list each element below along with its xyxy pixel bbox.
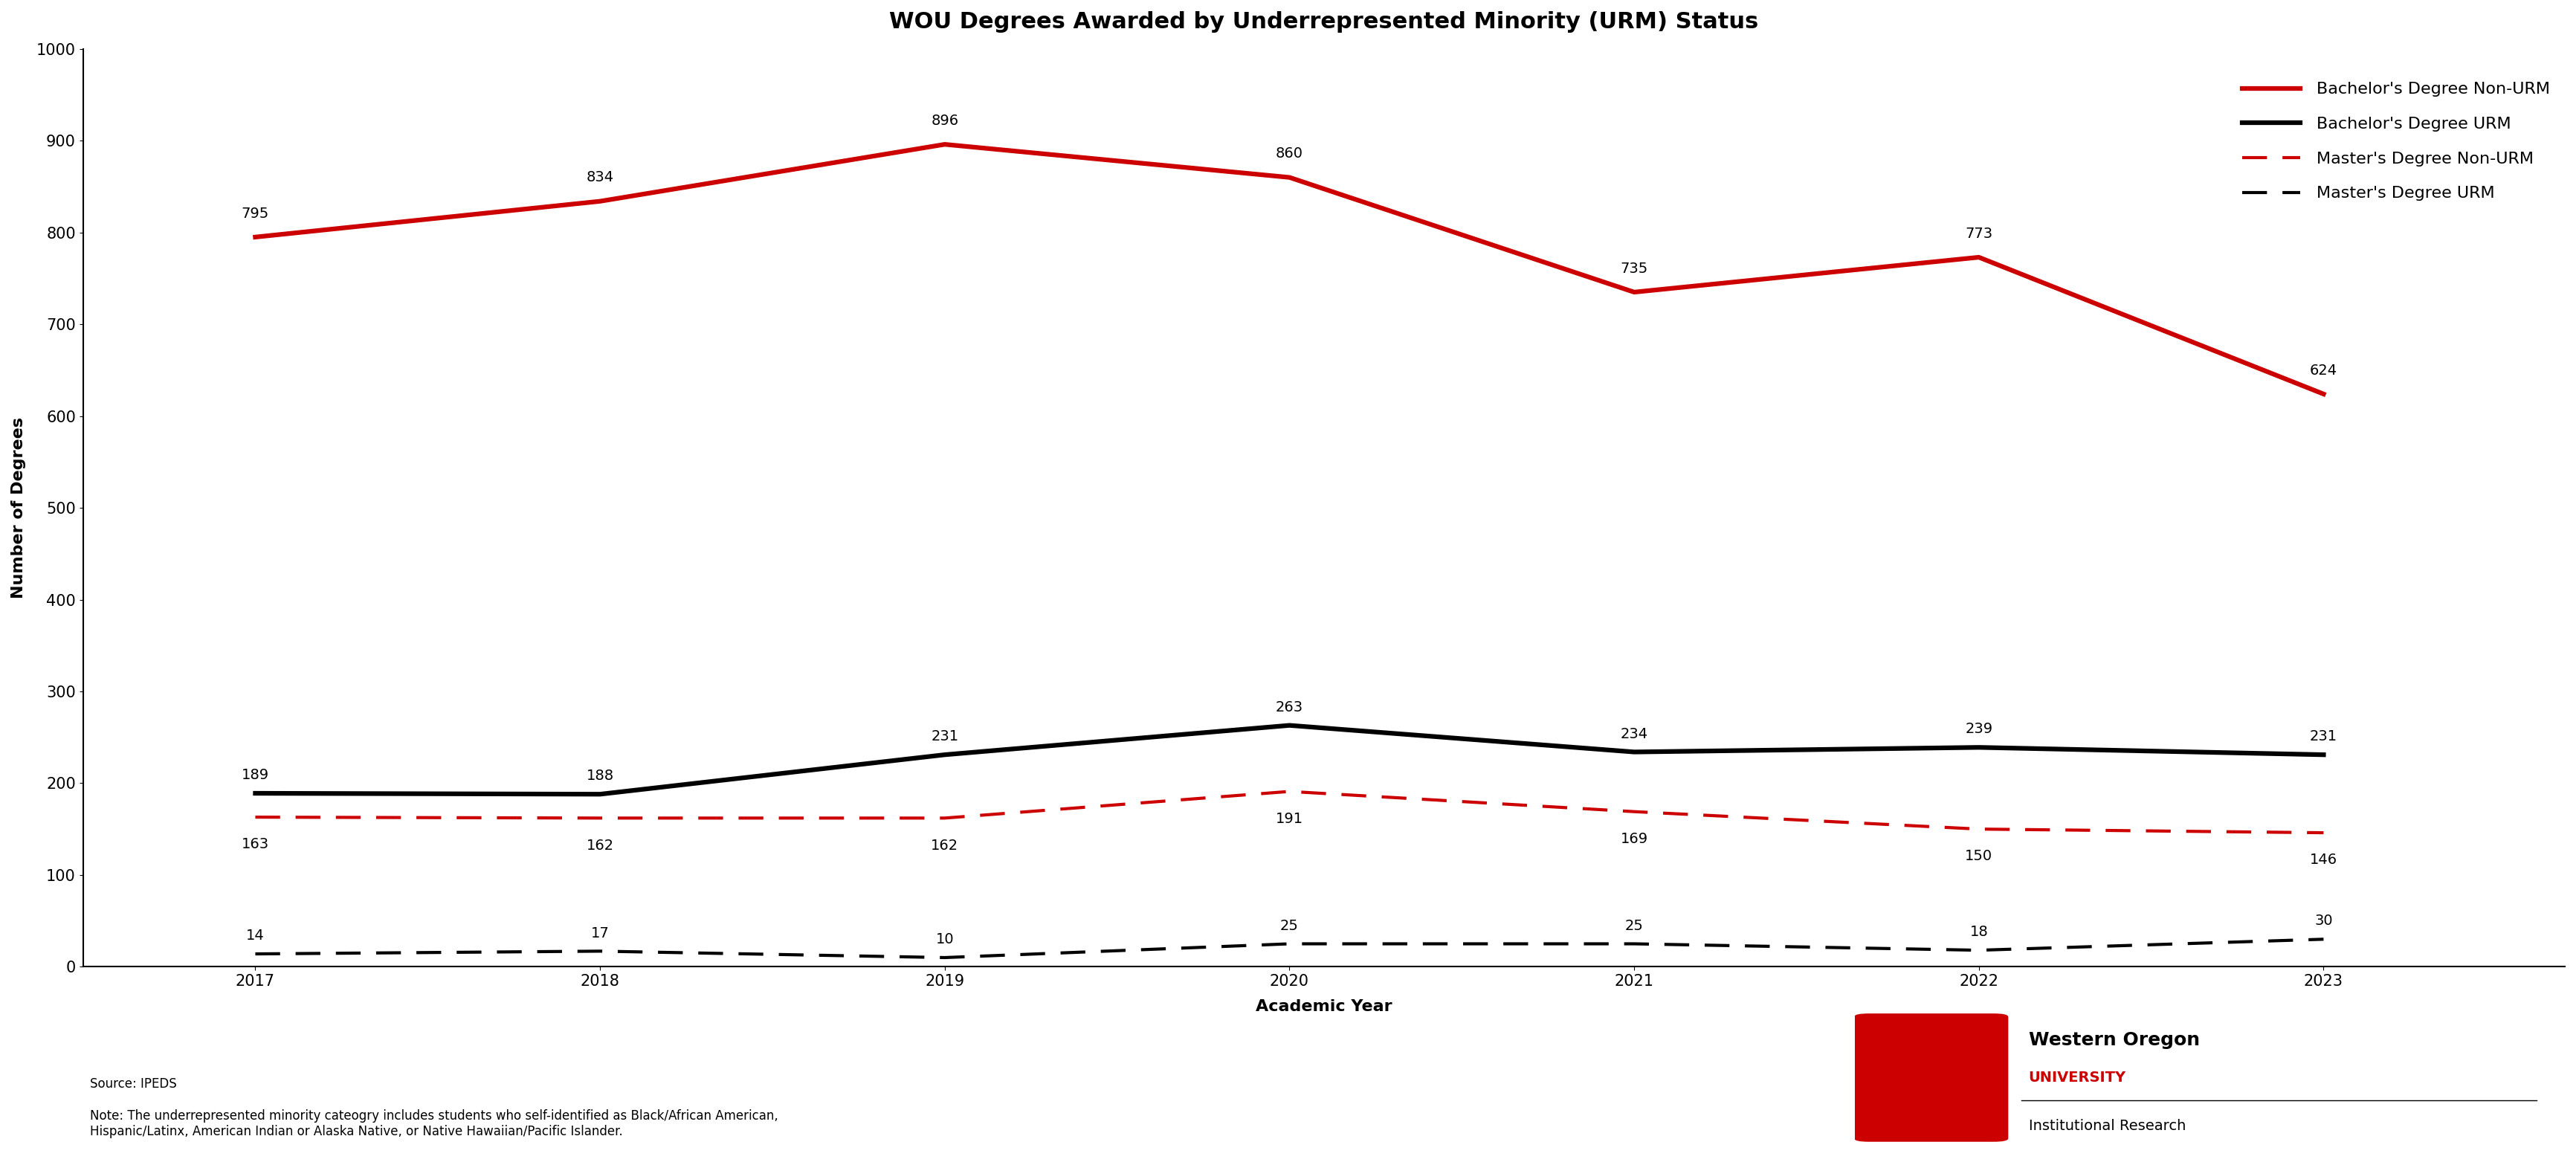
- Text: 162: 162: [930, 839, 958, 853]
- Text: 14: 14: [247, 929, 265, 942]
- Text: 231: 231: [930, 729, 958, 743]
- Text: Institutional Research: Institutional Research: [2030, 1120, 2187, 1134]
- Y-axis label: Number of Degrees: Number of Degrees: [10, 417, 26, 599]
- Text: 17: 17: [590, 926, 611, 940]
- Text: 169: 169: [1620, 832, 1649, 846]
- Text: 234: 234: [1620, 727, 1649, 741]
- Text: 231: 231: [2311, 729, 2336, 743]
- Text: 25: 25: [1625, 919, 1643, 933]
- Legend: Bachelor's Degree Non-URM, Bachelor's Degree URM, Master's Degree Non-URM, Maste: Bachelor's Degree Non-URM, Bachelor's De…: [2236, 76, 2555, 207]
- Text: 896: 896: [930, 114, 958, 128]
- Text: 10: 10: [935, 932, 953, 947]
- Text: Source: IPEDS: Source: IPEDS: [90, 1078, 178, 1090]
- Text: 188: 188: [587, 769, 613, 783]
- Text: 146: 146: [2311, 853, 2336, 867]
- Text: UNIVERSITY: UNIVERSITY: [2030, 1071, 2125, 1085]
- Text: Western Oregon: Western Oregon: [2030, 1031, 2200, 1048]
- Text: 189: 189: [242, 768, 268, 782]
- Text: 162: 162: [587, 839, 613, 853]
- X-axis label: Academic Year: Academic Year: [1255, 1000, 1391, 1014]
- Text: 150: 150: [1965, 849, 1994, 863]
- Text: 18: 18: [1971, 925, 1989, 939]
- Text: 191: 191: [1275, 812, 1303, 826]
- Title: WOU Degrees Awarded by Underrepresented Minority (URM) Status: WOU Degrees Awarded by Underrepresented …: [889, 12, 1759, 33]
- Text: 163: 163: [242, 838, 268, 852]
- Text: 860: 860: [1275, 147, 1303, 161]
- Text: 795: 795: [242, 206, 268, 220]
- Text: 834: 834: [587, 170, 613, 185]
- Text: 624: 624: [2311, 363, 2336, 377]
- Text: 25: 25: [1280, 919, 1298, 933]
- Text: 30: 30: [2313, 915, 2334, 929]
- Text: 773: 773: [1965, 227, 1994, 241]
- Text: 239: 239: [1965, 722, 1994, 736]
- Text: 735: 735: [1620, 261, 1649, 276]
- Text: 263: 263: [1275, 700, 1303, 714]
- FancyBboxPatch shape: [1855, 1014, 2007, 1142]
- Text: Note: The underrepresented minority cateogry includes students who self-identifi: Note: The underrepresented minority cate…: [90, 1109, 778, 1138]
